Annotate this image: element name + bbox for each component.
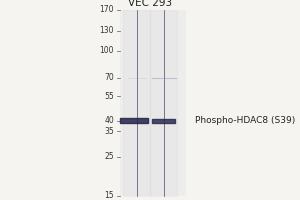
Text: 170: 170 xyxy=(100,5,114,15)
Text: 100: 100 xyxy=(100,46,114,55)
Text: Phospho-HDAC8 (S39): Phospho-HDAC8 (S39) xyxy=(195,116,295,125)
Text: 40: 40 xyxy=(104,116,114,125)
Text: 15: 15 xyxy=(104,192,114,200)
Text: 55: 55 xyxy=(104,92,114,101)
Text: VEC 293: VEC 293 xyxy=(128,0,172,8)
FancyBboxPatch shape xyxy=(120,10,186,196)
Text: 130: 130 xyxy=(100,26,114,35)
Text: 35: 35 xyxy=(104,127,114,136)
Text: 25: 25 xyxy=(104,152,114,161)
Text: 70: 70 xyxy=(104,73,114,82)
